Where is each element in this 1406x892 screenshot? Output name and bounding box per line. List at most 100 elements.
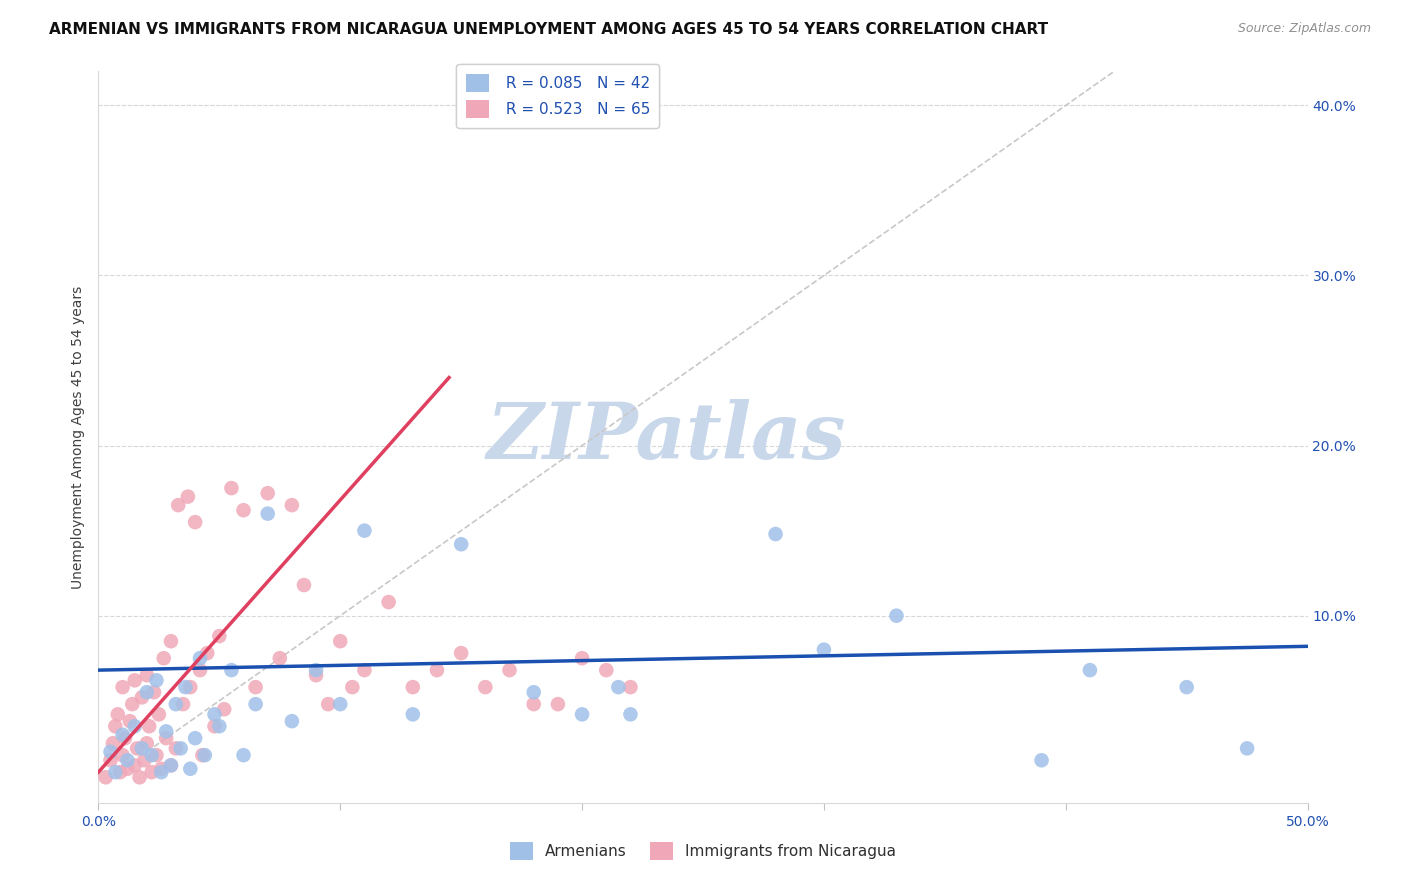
Point (184, 731, 207, 746)
Point (269, 651, 291, 665)
Point (377, 595, 399, 609)
Point (571, 651, 593, 665)
Legend:  R = 0.085   N = 42,  R = 0.523   N = 65: R = 0.085 N = 42, R = 0.523 N = 65 (457, 64, 659, 128)
Point (450, 537, 472, 551)
Point (305, 663, 328, 677)
Point (547, 697, 569, 711)
Point (138, 719, 160, 733)
Point (305, 668, 328, 682)
Point (1236, 741, 1258, 756)
Point (194, 748, 217, 763)
Point (353, 524, 375, 538)
Point (172, 697, 194, 711)
Point (765, 527, 787, 541)
Point (191, 748, 214, 763)
Point (107, 707, 129, 722)
Point (1031, 753, 1053, 767)
Point (619, 680, 641, 694)
Point (121, 697, 143, 711)
Point (329, 634, 352, 648)
Point (402, 707, 425, 722)
Point (124, 673, 146, 688)
Point (607, 680, 630, 694)
Point (155, 724, 177, 739)
Point (523, 685, 546, 699)
Point (188, 663, 211, 677)
Point (135, 685, 157, 699)
Point (256, 507, 278, 521)
Point (124, 758, 146, 772)
Point (111, 680, 134, 694)
Point (174, 680, 197, 694)
Point (143, 685, 166, 699)
Point (245, 697, 267, 711)
Point (128, 770, 150, 784)
Point (1175, 680, 1198, 694)
Point (100, 745, 122, 759)
Point (141, 748, 163, 763)
Point (160, 758, 183, 772)
Point (101, 736, 124, 750)
Point (165, 697, 187, 711)
Point (571, 707, 593, 722)
Y-axis label: Unemployment Among Ages 45 to 54 years: Unemployment Among Ages 45 to 54 years (72, 285, 86, 589)
Point (131, 690, 153, 705)
Point (134, 753, 156, 767)
Point (100, 753, 122, 767)
Point (179, 762, 201, 776)
Point (245, 680, 267, 694)
Point (152, 651, 174, 665)
Point (208, 719, 231, 733)
Point (94, 770, 117, 784)
Text: Source: ZipAtlas.com: Source: ZipAtlas.com (1237, 22, 1371, 36)
Point (498, 663, 520, 677)
Point (114, 731, 136, 746)
Point (169, 741, 191, 756)
Point (886, 608, 908, 623)
Text: ARMENIAN VS IMMIGRANTS FROM NICARAGUA UNEMPLOYMENT AMONG AGES 45 TO 54 YEARS COR: ARMENIAN VS IMMIGRANTS FROM NICARAGUA UN… (49, 22, 1049, 37)
Point (148, 707, 170, 722)
Point (160, 758, 183, 772)
Point (104, 719, 127, 733)
Point (212, 702, 235, 716)
Point (204, 707, 226, 722)
Point (208, 629, 231, 643)
Point (232, 503, 254, 517)
Point (221, 481, 243, 495)
Point (281, 498, 304, 512)
Point (165, 741, 187, 756)
Point (141, 765, 163, 780)
Point (523, 697, 546, 711)
Point (167, 498, 190, 512)
Point (177, 490, 200, 504)
Point (127, 741, 149, 756)
Point (155, 731, 177, 746)
Point (117, 762, 139, 776)
Point (145, 673, 167, 688)
Point (104, 765, 127, 780)
Point (292, 578, 315, 592)
Point (111, 748, 134, 763)
Point (111, 728, 134, 742)
Point (221, 663, 243, 677)
Point (256, 486, 278, 500)
Point (179, 680, 201, 694)
Point (474, 680, 496, 694)
Point (619, 707, 641, 722)
Point (108, 765, 131, 780)
Point (1078, 663, 1101, 677)
Point (124, 719, 146, 733)
Point (160, 634, 183, 648)
Point (316, 697, 339, 711)
Point (426, 663, 449, 677)
Point (135, 668, 157, 682)
Point (329, 697, 352, 711)
Text: ZIPatlas: ZIPatlas (486, 399, 846, 475)
Point (353, 663, 375, 677)
Point (135, 736, 157, 750)
Point (595, 663, 617, 677)
Point (195, 646, 218, 660)
Point (184, 515, 207, 529)
Point (131, 741, 153, 756)
Point (188, 651, 211, 665)
